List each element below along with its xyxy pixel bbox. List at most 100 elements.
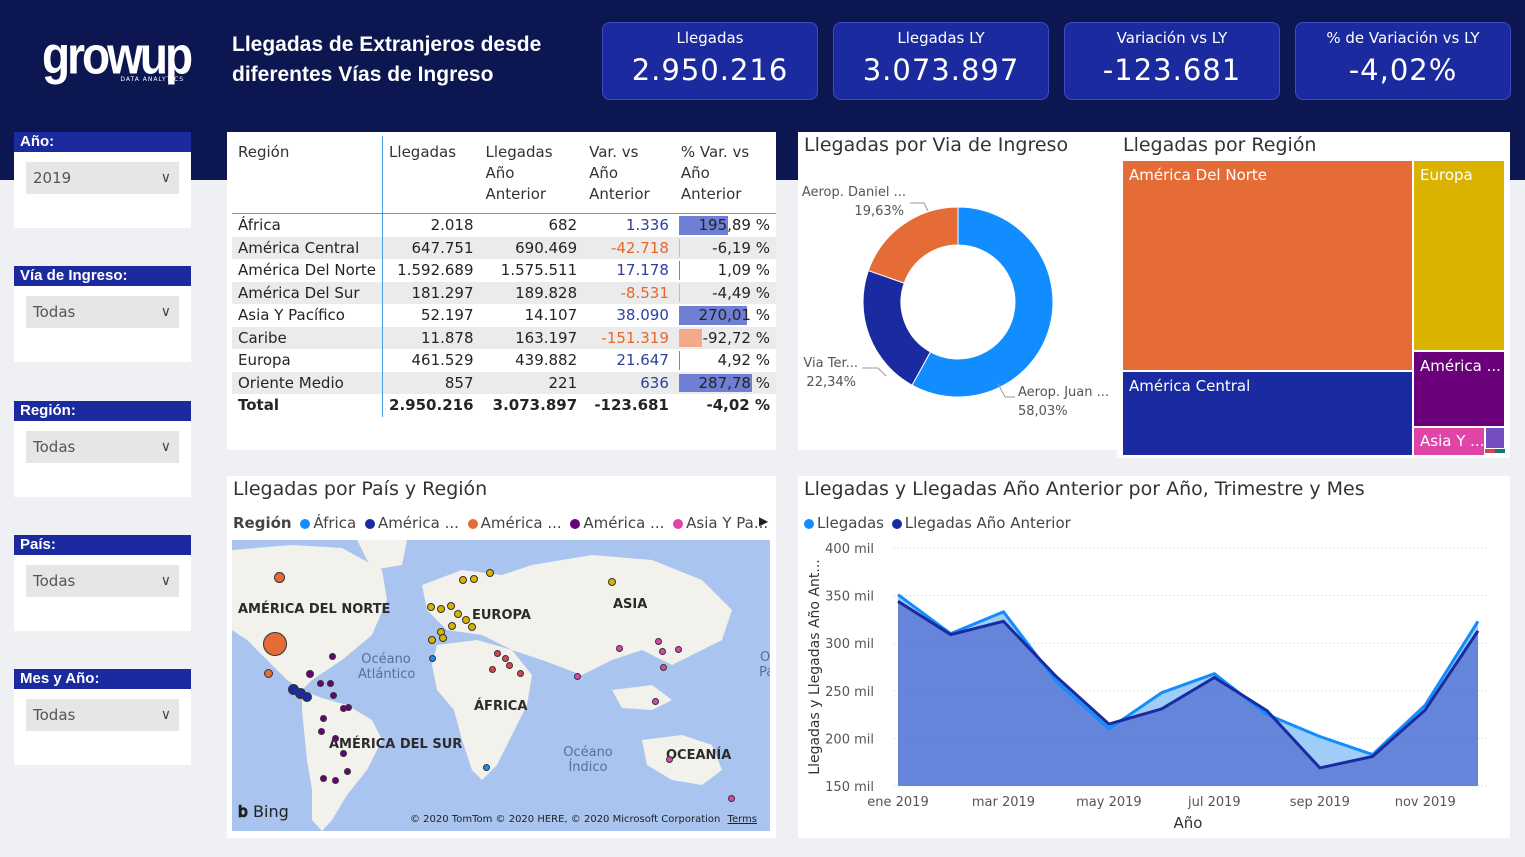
map-bubble[interactable] <box>675 646 682 653</box>
map-bubble[interactable] <box>330 692 337 699</box>
col-header-pct[interactable]: % Var. vs Año Anterior <box>674 136 776 214</box>
table-row[interactable]: África 2.018 682 1.336 195,89 % <box>232 213 776 237</box>
map-bubble[interactable] <box>327 680 334 687</box>
map-bubble[interactable] <box>332 777 339 784</box>
map-bubble[interactable] <box>447 602 455 610</box>
map-bubble[interactable] <box>506 662 513 669</box>
map-bubble[interactable] <box>574 673 581 680</box>
x-tick-label: may 2019 <box>1076 795 1142 810</box>
series-line-llegadas[interactable] <box>897 593 1480 757</box>
legend-item[interactable]: Llegadas Año Anterior <box>891 514 1071 532</box>
map-bubble[interactable] <box>454 610 462 618</box>
map-bubble[interactable] <box>274 572 285 583</box>
treemap-tile-europa[interactable]: Europa <box>1413 160 1505 351</box>
map-bubble[interactable] <box>470 575 478 583</box>
donut-slice[interactable] <box>911 206 1054 398</box>
table-row[interactable]: América Central 647.751 690.469 -42.718 -6,1… <box>232 236 776 259</box>
via-dropdown[interactable]: Todas ∨ <box>26 296 179 328</box>
region-dropdown[interactable]: Todas ∨ <box>26 431 179 463</box>
bing-logo: 𝐛 Bing <box>238 802 289 822</box>
map-bubble[interactable] <box>517 670 524 677</box>
treemap-tile-caribe[interactable] <box>1485 427 1505 449</box>
map-bubble[interactable] <box>320 715 327 722</box>
map-bubble[interactable] <box>494 650 501 657</box>
map-bubble[interactable] <box>437 605 445 613</box>
map-bubble[interactable] <box>655 638 662 645</box>
terms-link[interactable]: Terms <box>727 814 757 825</box>
map-bubble[interactable] <box>616 645 623 652</box>
map-bubble[interactable] <box>728 795 735 802</box>
series-line-llegadas-ly[interactable] <box>897 600 1480 770</box>
treemap-tile-america-central[interactable]: América Central <box>1122 371 1413 456</box>
col-header-llegadas[interactable]: Llegadas <box>382 136 480 214</box>
map-bubble[interactable] <box>306 670 314 678</box>
line-chart-card: Llegadas y Llegadas Año Anterior por Año… <box>798 476 1510 838</box>
legend-item[interactable]: África <box>300 514 356 532</box>
map-bubble[interactable] <box>608 578 616 586</box>
col-header-ly[interactable]: Llegadas Año Anterior <box>479 136 584 214</box>
map-bubble[interactable] <box>502 655 509 662</box>
map-bubble[interactable] <box>345 704 352 711</box>
map-bubble[interactable] <box>448 622 456 630</box>
map-bubble[interactable] <box>344 768 351 775</box>
map-bubble[interactable] <box>320 775 327 782</box>
cell-var: 38.090 <box>616 306 669 325</box>
treemap-tile-small-2[interactable] <box>1495 449 1505 453</box>
map-bubble[interactable] <box>427 603 435 611</box>
map-bubble[interactable] <box>439 634 447 642</box>
map-bubble[interactable] <box>486 569 494 577</box>
pct-text: 195,89 % <box>698 216 770 235</box>
map-bubble[interactable] <box>489 666 496 673</box>
treemap-tile-asia[interactable]: Asia Y ... <box>1413 427 1485 456</box>
table-row[interactable]: América Del Norte 1.592.689 1.575.511 17.17… <box>232 259 776 282</box>
treemap-tile-america-sur[interactable]: América ... <box>1413 351 1505 427</box>
line-chart[interactable]: 150 mil 200 mil 250 mil 300 mil 350 mil 400 m… <box>798 476 1510 838</box>
map-label-oceania: OCEANÍA <box>666 748 732 763</box>
map-bubble[interactable] <box>462 616 470 624</box>
country-dropdown[interactable]: Todas ∨ <box>26 565 179 597</box>
table-row[interactable]: Asia Y Pacífico 52.197 14.107 38.090 270,01 … <box>232 304 776 327</box>
table-row[interactable]: Europa 461.529 439.882 21.647 4,92 % <box>232 349 776 372</box>
year-dropdown[interactable]: 2019 ∨ <box>26 162 179 194</box>
map-bubble[interactable] <box>340 750 347 757</box>
map-bubble[interactable] <box>263 632 287 656</box>
donut-slice[interactable] <box>867 206 959 284</box>
legend-item[interactable]: América ... <box>467 514 562 532</box>
map-bubble[interactable] <box>659 648 666 655</box>
map-bubble[interactable] <box>660 664 667 671</box>
map-bubble[interactable] <box>652 698 659 705</box>
map-bubble[interactable] <box>666 756 673 763</box>
bubble-map[interactable]: AMÉRICA DEL NORTE EUROPA ASIA ÁFRICA AMÉ… <box>232 540 770 831</box>
treemap-tile-america-del-norte[interactable]: América Del Norte <box>1122 160 1413 371</box>
map-bubble[interactable] <box>317 680 324 687</box>
map-bubble[interactable] <box>264 669 273 678</box>
legend-item[interactable]: Asia Y Pa... <box>673 514 768 532</box>
map-bubble[interactable] <box>428 636 436 644</box>
table-row[interactable]: América Del Sur 181.297 189.828 -8.531 -4,49… <box>232 281 776 304</box>
map-bubble[interactable] <box>468 623 476 631</box>
col-header-var[interactable]: Var. vs Año Anterior <box>583 136 675 214</box>
map-bubble[interactable] <box>329 653 336 660</box>
map-bubble[interactable] <box>459 576 467 584</box>
legend-next-arrow-icon[interactable]: ▶ <box>759 514 769 528</box>
map-bubble[interactable] <box>429 655 436 662</box>
legend-item[interactable]: América ... <box>570 514 664 532</box>
table-row[interactable]: Oriente Medio 857 221 636 287,78 % <box>232 371 776 394</box>
map-bubble[interactable] <box>302 692 312 702</box>
map-label-asia: ASIA <box>613 597 648 612</box>
pct-text: -92,72 % <box>702 328 770 347</box>
cell-region: América Del Norte <box>232 259 384 282</box>
col-header-region[interactable]: Región <box>232 136 384 214</box>
map-bubble[interactable] <box>318 728 325 735</box>
cell-llegadas: 647.751 <box>382 236 480 259</box>
legend-item[interactable]: Llegadas <box>804 514 884 532</box>
table-row[interactable]: Caribe 11.878 163.197 -151.319 -92,72 % <box>232 326 776 349</box>
map-bubble[interactable] <box>483 764 490 771</box>
month-dropdown[interactable]: Todas ∨ <box>26 699 179 731</box>
cell-var: 17.178 <box>616 261 669 280</box>
legend-item[interactable]: América ... <box>364 514 459 532</box>
donut-chart[interactable]: Aerop. Juan ... 58,03% Via Ter... 22,34% Aer… <box>798 132 1118 450</box>
map-bubble[interactable] <box>332 735 339 742</box>
region-matrix[interactable]: Región Llegadas Llegadas Año Anterior Va… <box>232 136 776 417</box>
treemap-tile-small-1[interactable] <box>1485 449 1495 453</box>
